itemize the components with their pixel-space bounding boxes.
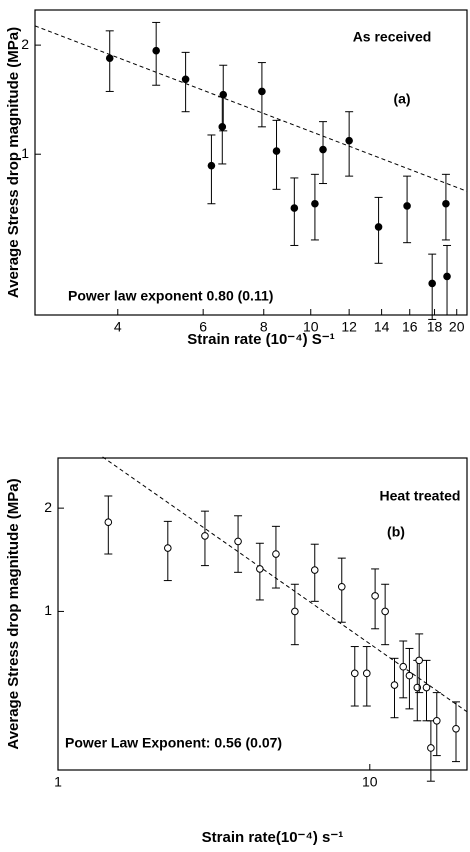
fit-line: [34, 25, 468, 192]
data-point: [218, 123, 227, 131]
data-point: [258, 87, 266, 96]
data-point: [399, 662, 408, 671]
x-tick-label: 10: [362, 774, 378, 790]
annotation: (a): [393, 91, 410, 107]
plot-frame: [34, 9, 468, 316]
data-point: [422, 683, 431, 692]
annotation: (b): [387, 524, 405, 540]
x-tick-label: 8: [260, 319, 268, 335]
data-point: [403, 202, 411, 210]
data-point: [104, 518, 113, 526]
data-point: [181, 75, 190, 84]
plot-frame: [57, 457, 468, 771]
data-point: [272, 147, 281, 155]
y-tick-label: 2: [44, 499, 52, 515]
data-point: [164, 544, 172, 552]
data-point: [428, 279, 436, 288]
data-point: [105, 54, 114, 63]
x-tick-label: 14: [374, 319, 390, 335]
data-point: [152, 46, 160, 55]
data-point: [256, 565, 264, 573]
data-point: [310, 566, 319, 574]
annotation: Power law exponent 0.80 (0.11): [68, 288, 273, 304]
data-point: [374, 223, 383, 231]
data-point: [207, 161, 216, 170]
y-tick-label: 2: [21, 36, 29, 52]
y-tick-label: 1: [21, 145, 29, 161]
x-tick-label: 12: [341, 319, 357, 335]
data-point: [427, 744, 435, 752]
x-tick-label: 10: [303, 319, 319, 335]
x-axis-label: Strain rate (10⁻⁴) S⁻¹: [187, 331, 334, 348]
data-point: [362, 669, 371, 678]
data-point: [381, 607, 389, 616]
data-point: [290, 204, 299, 212]
x-tick-label: 1: [54, 774, 62, 790]
y-axis-label: Average Stress drop magnitude (MPa): [5, 478, 22, 749]
data-point: [443, 272, 451, 281]
x-tick-label: 6: [199, 319, 207, 335]
annotation: As received: [353, 29, 432, 45]
y-axis-label: Average Stress drop magnitude (MPa): [5, 27, 22, 298]
data-point: [390, 681, 399, 689]
data-point: [234, 537, 242, 546]
y-tick-label: 1: [44, 602, 52, 618]
data-point: [345, 136, 353, 145]
x-tick-label: 16: [402, 319, 418, 335]
x-axis-label: Strain rate(10⁻⁴) s⁻¹: [202, 829, 344, 846]
data-point: [452, 724, 460, 733]
x-tick-label: 20: [449, 319, 465, 335]
data-point: [415, 656, 423, 665]
data-point: [319, 145, 327, 154]
data-point: [201, 532, 209, 540]
data-point: [350, 669, 359, 678]
data-point: [405, 671, 414, 680]
data-point: [311, 199, 319, 208]
data-point: [219, 90, 228, 99]
data-point: [337, 582, 346, 591]
data-point: [371, 592, 379, 600]
data-point: [432, 716, 441, 725]
annotation: Heat treated: [380, 488, 461, 504]
x-tick-label: 18: [427, 319, 443, 335]
data-point: [291, 607, 299, 616]
x-tick-label: 4: [114, 319, 122, 335]
data-point: [442, 199, 450, 208]
annotation: Power Law Exponent: 0.56 (0.07): [65, 735, 282, 751]
data-point: [272, 550, 280, 558]
